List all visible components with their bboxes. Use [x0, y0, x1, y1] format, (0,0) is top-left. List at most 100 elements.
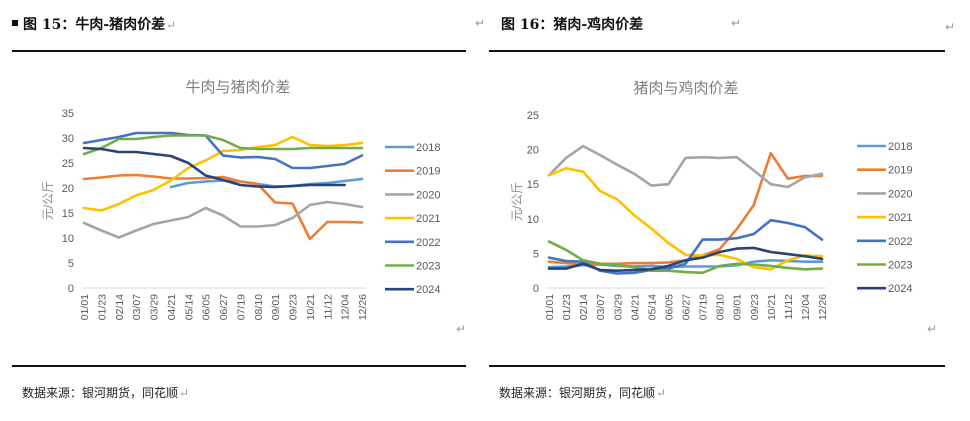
data-source: 数据来源：银河期货，同花顺↵ [22, 384, 189, 401]
legend-label: 2024 [416, 284, 440, 296]
x-tick-label: 02/14 [578, 294, 590, 320]
series-line-2019 [82, 173, 364, 241]
y-tick-label: 5 [68, 258, 74, 270]
figure-16: ↵ 图 16：猪肉-鸡肉价差 ↵ ↵ 猪肉与鸡肉价差元/公斤 0 5 10 15 20 25… [475, 0, 970, 421]
paragraph-mark-icon: ↵ [927, 322, 938, 336]
y-tick-label: 10 [62, 233, 74, 245]
x-tick-label: 03/29 [149, 294, 161, 320]
series-line-2024 [82, 146, 346, 189]
x-tick-label: 03/07 [595, 294, 607, 320]
legend-label: 2019 [416, 166, 440, 178]
x-tick-label: 07/19 [698, 294, 710, 320]
x-tick-label: 06/27 [681, 294, 693, 320]
x-tick-label: 11/12 [783, 294, 795, 320]
legend-label: 2023 [416, 261, 440, 273]
series-line-2022 [82, 131, 364, 170]
legend-label: 2023 [888, 260, 912, 272]
legend-label: 2020 [416, 189, 440, 201]
legend-label: 2021 [416, 213, 440, 225]
x-tick-label: 09/23 [288, 294, 300, 320]
data-source: 数据来源：银河期货，同花顺↵ [499, 384, 666, 401]
series-line-2020 [547, 144, 824, 189]
bullet-icon [12, 20, 18, 26]
x-tick-label: 12/04 [340, 294, 352, 320]
x-tick-label: 01/23 [561, 294, 573, 320]
series-line-2024 [547, 246, 824, 272]
y-tick-label: 5 [533, 248, 539, 260]
x-tick-label: 05/14 [646, 294, 658, 320]
legend-label: 2022 [416, 237, 440, 249]
figure-label: 图 15：牛肉-猪肉价差 [23, 17, 166, 33]
x-tick-label: 12/26 [357, 294, 369, 320]
x-tick-label: 11/12 [322, 294, 334, 320]
series-line-2023 [82, 134, 364, 156]
y-tick-label: 0 [533, 283, 539, 295]
y-axis-label: 元/公斤 [41, 181, 55, 220]
y-tick-label: 15 [62, 208, 74, 220]
legend-label: 2019 [888, 165, 912, 177]
x-tick-label: 01/01 [544, 294, 556, 320]
x-tick-label: 04/21 [629, 294, 641, 320]
paragraph-mark-icon: ↵ [656, 386, 667, 400]
x-tick-label: 08/10 [253, 294, 265, 320]
legend-label: 2020 [888, 188, 912, 200]
x-tick-label: 03/29 [612, 294, 624, 320]
y-tick-label: 20 [62, 183, 74, 195]
x-tick-label: 09/23 [749, 294, 761, 320]
x-tick-label: 09/01 [732, 294, 744, 320]
x-tick-label: 10/21 [305, 294, 317, 320]
y-tick-label: 15 [527, 179, 539, 191]
legend-label: 2021 [888, 212, 912, 224]
legend-label: 2022 [888, 236, 912, 248]
x-tick-label: 06/05 [663, 294, 675, 320]
x-tick-label: 08/10 [715, 294, 727, 320]
series-line-2023 [547, 240, 824, 275]
x-tick-label: 10/21 [766, 294, 778, 320]
chart-title: 猪肉与鸡肉价差 [633, 80, 738, 97]
x-tick-label: 06/27 [218, 294, 230, 320]
y-tick-label: 35 [62, 108, 74, 120]
x-tick-label: 07/19 [235, 294, 247, 320]
x-tick-label: 12/26 [817, 294, 829, 320]
paragraph-mark-icon: ↵ [456, 322, 467, 336]
y-tick-label: 10 [527, 214, 539, 226]
figure-15: 图 15：牛肉-猪肉价差↵ 牛肉与猪肉价差 元/公斤 0 5 10 15 20 25 30 35 0… [12, 14, 467, 401]
paragraph-mark-icon: ↵ [731, 16, 742, 30]
x-tick-label: 03/07 [131, 294, 143, 320]
y-tick-label: 30 [62, 133, 74, 145]
x-tick-label: 06/05 [201, 294, 213, 320]
y-tick-label: 25 [62, 158, 74, 170]
bottom-rule [12, 365, 466, 367]
figure-label: 图 16：猪肉-鸡肉价差 [501, 17, 644, 33]
paragraph-mark-icon: ↵ [475, 16, 486, 30]
x-tick-label: 05/14 [183, 294, 195, 320]
x-tick-label: 02/14 [114, 294, 126, 320]
x-tick-label: 01/01 [79, 294, 91, 320]
top-rule [489, 50, 945, 52]
y-tick-label: 0 [68, 283, 74, 295]
paragraph-mark-icon: ↵ [166, 18, 177, 32]
paragraph-mark-icon: ↵ [945, 20, 956, 34]
series-line-2020 [82, 200, 364, 239]
figure-title: 图 15：牛肉-猪肉价差↵ [12, 14, 176, 34]
legend-label: 2024 [888, 283, 912, 295]
y-tick-label: 25 [527, 110, 539, 122]
y-axis-label: 元/公斤 [510, 182, 524, 221]
x-tick-label: 04/21 [166, 294, 178, 320]
series-line-2019 [547, 151, 824, 266]
legend-label: 2018 [888, 141, 912, 153]
bottom-rule [489, 365, 945, 367]
x-tick-label: 09/01 [270, 294, 282, 320]
series-line-2018 [169, 177, 364, 189]
chart-title: 牛肉与猪肉价差 [185, 79, 290, 96]
figure-title: 图 16：猪肉-鸡肉价差 [501, 14, 643, 34]
source-text: 数据来源：银河期货，同花顺 [22, 386, 179, 400]
x-tick-label: 12/04 [800, 294, 812, 320]
y-tick-label: 20 [527, 145, 539, 157]
paragraph-mark-icon: ↵ [179, 386, 190, 400]
legend-label: 2018 [416, 142, 440, 154]
series-line-2021 [82, 135, 364, 212]
top-rule [12, 50, 466, 52]
